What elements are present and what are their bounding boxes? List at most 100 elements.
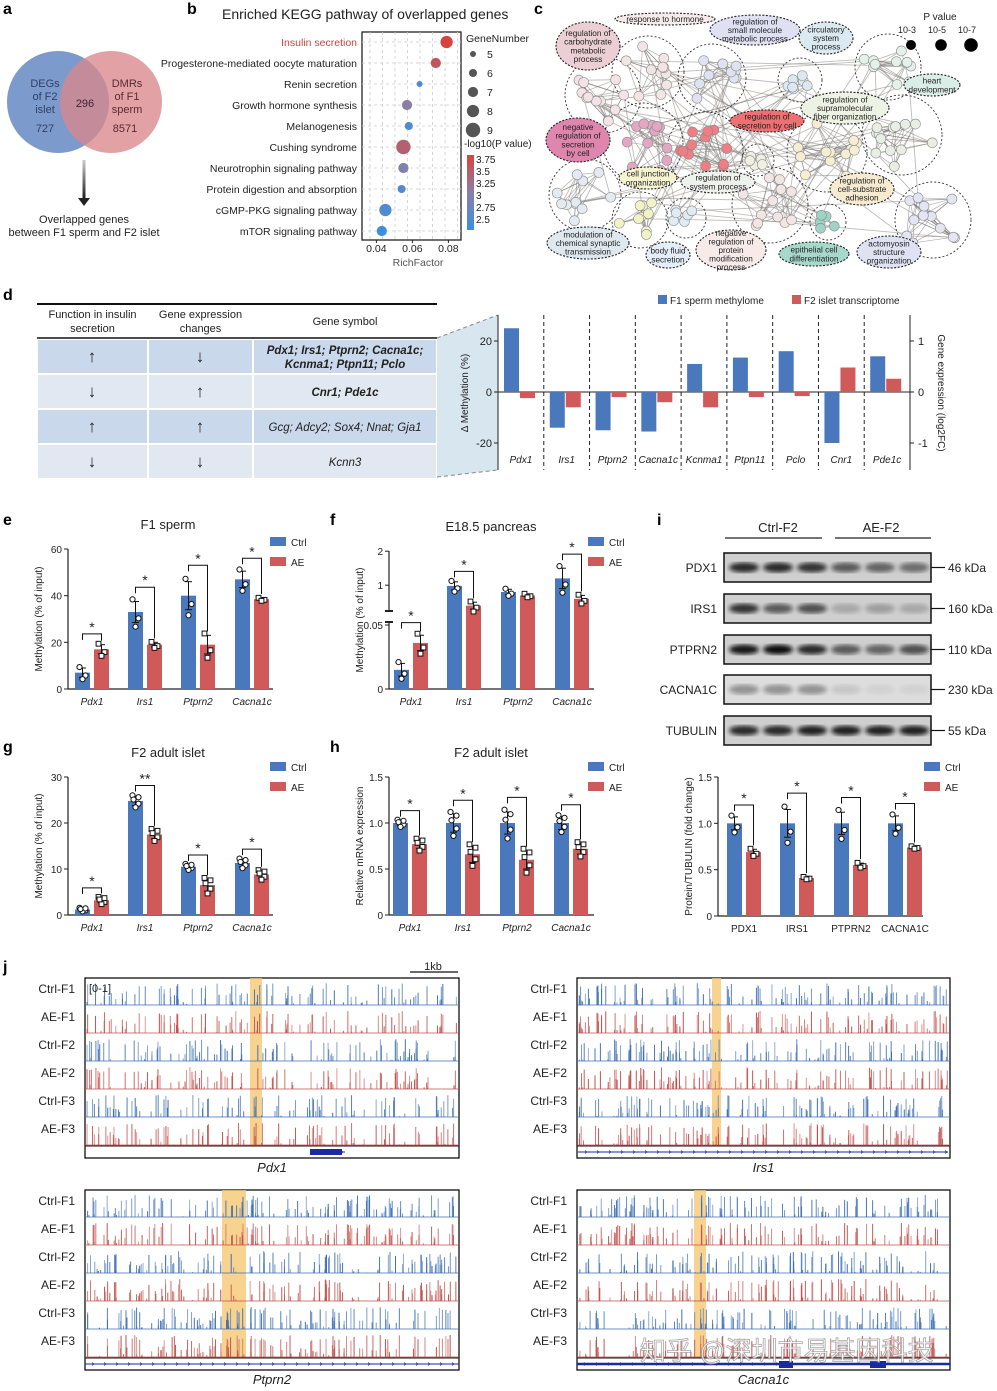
strand-arrow-icon xyxy=(896,1150,900,1154)
data-point-ctrl xyxy=(507,811,514,818)
cluster-label-text: process xyxy=(717,263,746,272)
cluster-label-bubble xyxy=(778,241,850,267)
data-point-ae xyxy=(95,640,102,647)
y-tick-label: 0 xyxy=(56,685,62,696)
cluster-label-text: process xyxy=(812,43,841,52)
data-point-ae xyxy=(473,604,480,611)
cluster-label-text: carbohydrate xyxy=(564,38,612,47)
strand-arrow-icon xyxy=(644,1150,648,1154)
genome-browser-irs1: Ctrl-F1 AE-F1 Ctrl-F2 AE-F2 Ctrl-F3 AE-F3 Irs1 xyxy=(530,977,951,1175)
gene-summary-table: Function in insulin secretion Gene express… xyxy=(37,303,437,478)
bar-ae xyxy=(465,854,480,915)
bar-ae xyxy=(746,852,761,916)
strand-arrow-icon xyxy=(860,1150,864,1154)
cluster-label-text: heart xyxy=(923,77,942,86)
data-point-ctrl xyxy=(182,575,189,582)
cluster-label-bubble xyxy=(709,14,801,46)
network-node xyxy=(556,198,567,210)
cluster-label-text: process xyxy=(574,55,603,64)
data-point xyxy=(401,99,413,111)
data-point-ae xyxy=(467,848,474,855)
network-node xyxy=(658,52,670,64)
data-point-ctrl xyxy=(784,839,791,846)
significance-marker: * xyxy=(249,834,255,850)
watermark-text: 知乎 @深圳市易基因科技 xyxy=(640,1336,934,1366)
data-point-ctrl xyxy=(558,828,565,836)
data-point-ae xyxy=(204,654,211,661)
data-point-ae xyxy=(472,844,479,851)
strand-arrow-icon xyxy=(355,1362,359,1366)
protein-band xyxy=(729,603,759,614)
cluster-label-text: metabolic process xyxy=(722,35,788,44)
color-legend-label: 2.75 xyxy=(476,203,496,214)
network-node xyxy=(670,207,682,219)
strand-arrow-icon xyxy=(800,1150,804,1154)
network-node xyxy=(849,144,860,156)
strand-arrow-icon xyxy=(367,1362,371,1366)
size-legend-label: 7 xyxy=(487,87,493,99)
zoom-connector-line xyxy=(436,314,499,339)
strand-arrow-icon xyxy=(331,1362,335,1366)
data-point-ctrl xyxy=(555,812,562,819)
network-edge xyxy=(692,84,898,133)
molecular-weight-label: 110 kDa xyxy=(948,643,992,657)
data-point-ae xyxy=(201,875,208,881)
pathway-label: cGMP-PKG signaling pathway xyxy=(216,205,358,217)
pathway-label: Neurotrophin signaling pathway xyxy=(210,163,358,175)
table-cell xyxy=(38,375,147,408)
cluster-label-text: actomyosin xyxy=(868,239,910,248)
network-node xyxy=(582,91,594,103)
network-edge xyxy=(913,219,954,238)
cluster-boundary xyxy=(611,35,685,109)
table-cell xyxy=(254,340,436,373)
legend-dot xyxy=(906,40,916,50)
network-node xyxy=(605,191,616,203)
pathway-label: Protein digestion and absorption xyxy=(206,184,357,196)
data-point-ctrl xyxy=(838,835,845,843)
network-node xyxy=(610,74,621,86)
highlighted-region xyxy=(694,1190,706,1358)
strand-arrow-icon xyxy=(139,1362,143,1366)
network-edge xyxy=(662,66,955,239)
data-point-ctrl xyxy=(453,812,460,819)
data-point-ctrl xyxy=(448,817,455,824)
data-point-ae xyxy=(580,841,587,848)
legend-label: Ctrl xyxy=(291,538,307,549)
cluster-label-text: secretion xyxy=(561,140,595,149)
size-legend-dot xyxy=(465,122,481,138)
data-point-ctrl xyxy=(188,600,195,608)
data-point-ae xyxy=(472,856,479,863)
size-legend-dot xyxy=(467,86,479,98)
data-point-ctrl xyxy=(77,905,84,913)
scale-bar-label: 1kb xyxy=(424,961,442,973)
data-point-ae xyxy=(854,859,861,866)
cluster-label-bubble xyxy=(680,170,756,194)
network-node xyxy=(618,89,630,101)
strand-arrow-icon xyxy=(259,1362,263,1366)
network-node xyxy=(947,231,959,243)
data-point-ae xyxy=(420,644,427,651)
y-tick-label: 1 xyxy=(377,581,383,592)
significance-marker: * xyxy=(902,788,908,804)
data-point-ae xyxy=(154,834,161,841)
data-point-ae xyxy=(204,890,211,897)
bar-ctrl xyxy=(128,612,143,689)
data-point-ae xyxy=(575,844,582,851)
legend-label: Ctrl xyxy=(609,763,625,774)
legend-swatch xyxy=(270,537,286,546)
network-node xyxy=(875,133,887,144)
network-edge xyxy=(750,127,878,157)
network-edge xyxy=(699,83,914,244)
data-point-ae xyxy=(202,880,209,887)
legend-label: 10-7 xyxy=(958,25,976,35)
network-node xyxy=(702,125,714,137)
network-node xyxy=(694,78,705,90)
data-point-ae xyxy=(96,896,103,903)
data-range-label: [0-1] xyxy=(89,983,111,995)
data-point-ctrl xyxy=(731,829,738,836)
data-point-ctrl xyxy=(130,796,137,803)
strand-arrow-icon xyxy=(656,1150,660,1154)
